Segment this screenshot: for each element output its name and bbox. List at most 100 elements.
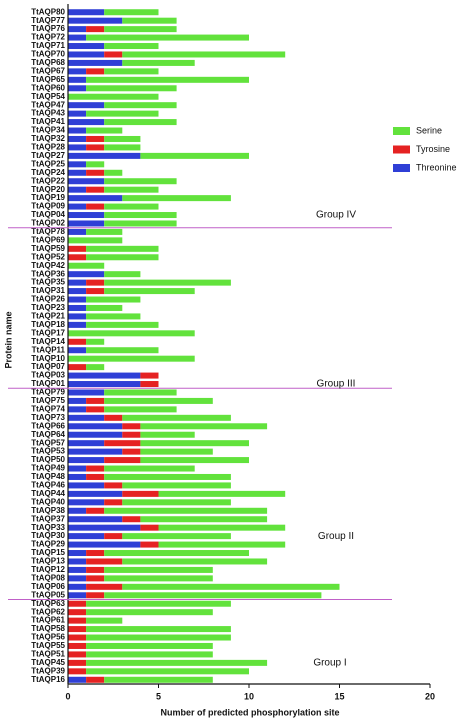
bar-segment xyxy=(104,465,195,472)
bar-segment xyxy=(140,152,249,159)
bar-segment xyxy=(140,516,268,523)
y-tick-label: TtAQP13 xyxy=(31,557,65,566)
bar-segment xyxy=(104,169,123,176)
bar-segment xyxy=(104,389,177,396)
bar-segment xyxy=(68,372,141,379)
bar-segment xyxy=(86,144,105,151)
bar-segment xyxy=(86,592,105,599)
bar-segment xyxy=(122,423,141,430)
bar-segment xyxy=(86,161,105,168)
bar-segment xyxy=(86,550,105,557)
bar-segment xyxy=(68,414,105,421)
bar-segment xyxy=(104,43,159,50)
bar-segment xyxy=(68,152,141,159)
bar-segment xyxy=(104,676,213,683)
y-tick-label: TtAQP72 xyxy=(31,33,65,42)
y-tick-label: TtAQP34 xyxy=(31,126,65,135)
bar-segment xyxy=(68,68,87,75)
bar-segment xyxy=(68,473,87,480)
bar-segment xyxy=(68,288,87,295)
y-tick-label: TtAQP03 xyxy=(31,371,65,380)
bar-segment xyxy=(122,448,141,455)
bar-segment xyxy=(68,541,141,548)
bar-segment xyxy=(104,51,123,58)
bar-segment xyxy=(68,507,87,514)
bar-segment xyxy=(68,212,105,219)
bar-segment xyxy=(68,127,87,134)
bar-segment xyxy=(68,119,105,126)
bar-segment xyxy=(86,507,105,514)
bar-segment xyxy=(68,135,87,142)
bar-segment xyxy=(122,414,231,421)
y-tick-label: TtAQP25 xyxy=(31,159,65,168)
bar-segment xyxy=(68,457,105,464)
bar-segment xyxy=(68,34,87,41)
bar-segment xyxy=(86,85,177,92)
y-tick-label: TtAQP39 xyxy=(31,666,65,675)
bar-segment xyxy=(104,279,231,286)
y-tick-label: TtAQP11 xyxy=(32,345,66,354)
bar-segment xyxy=(104,499,123,506)
y-tick-label: TtAQP55 xyxy=(31,641,65,650)
y-tick-label: TtAQP74 xyxy=(31,404,65,413)
y-tick-label: TtAQP40 xyxy=(31,497,65,506)
bar-segment xyxy=(68,76,87,83)
y-tick-label: TtAQP01 xyxy=(31,379,65,388)
bar-segment xyxy=(86,558,123,565)
bar-segment xyxy=(68,43,105,50)
y-tick-label: TtAQP24 xyxy=(31,168,65,177)
bar-segment xyxy=(68,600,87,607)
y-tick-label: TtAQP56 xyxy=(31,633,65,642)
bar-segment xyxy=(86,304,123,311)
bar-segment xyxy=(86,364,105,371)
bar-segment xyxy=(86,600,231,607)
bar-segment xyxy=(86,397,105,404)
bar-segment xyxy=(104,592,322,599)
bar-segment xyxy=(86,617,123,624)
bar-segment xyxy=(104,186,159,193)
bar-segment xyxy=(86,127,123,134)
y-tick-label: TtAQP22 xyxy=(31,176,65,185)
x-tick-label: 0 xyxy=(65,691,70,701)
y-tick-label: TtAQP21 xyxy=(31,312,65,321)
bar-segment xyxy=(68,26,87,33)
y-tick-label: TtAQP49 xyxy=(31,464,65,473)
bar-segment xyxy=(86,626,231,633)
bar-segment xyxy=(86,68,105,75)
bar-segment xyxy=(68,431,123,438)
y-tick-label: TtAQP59 xyxy=(31,244,65,253)
y-tick-label: TtAQP80 xyxy=(31,7,65,16)
bar-segment xyxy=(140,372,159,379)
bar-segment xyxy=(140,448,213,455)
bar-segment xyxy=(68,330,195,337)
y-tick-label: TtAQP16 xyxy=(31,675,65,684)
y-tick-label: TtAQP26 xyxy=(31,295,65,304)
bar-segment xyxy=(68,550,87,557)
bar-segment xyxy=(104,220,177,227)
y-tick-label: TtAQP47 xyxy=(31,100,65,109)
bar-segment xyxy=(104,102,177,109)
bar-segment xyxy=(86,245,159,252)
group-label: Group II xyxy=(318,531,354,542)
bar-segment xyxy=(68,161,87,168)
bar-segment xyxy=(68,237,123,244)
y-tick-label: TtAQP30 xyxy=(31,531,65,540)
y-tick-label: TtAQP02 xyxy=(31,219,65,228)
bar-segment xyxy=(68,575,87,582)
y-tick-label: TtAQP50 xyxy=(31,455,65,464)
x-tick-label: 15 xyxy=(334,691,344,701)
bar-segment xyxy=(158,541,286,548)
bar-segment xyxy=(68,355,195,362)
bar-segment xyxy=(68,178,105,185)
bar-segment xyxy=(68,144,87,151)
bar-segment xyxy=(68,397,87,404)
y-tick-label: TtAQP60 xyxy=(31,83,65,92)
bar-segment xyxy=(68,51,105,58)
bar-segment xyxy=(122,59,195,66)
y-tick-label: TtAQP04 xyxy=(31,210,65,219)
legend-swatch xyxy=(393,164,410,172)
bar-segment xyxy=(104,533,123,540)
y-tick-label: TtAQP52 xyxy=(31,252,65,261)
bar-segment xyxy=(104,271,141,278)
bar-segment xyxy=(86,347,159,354)
